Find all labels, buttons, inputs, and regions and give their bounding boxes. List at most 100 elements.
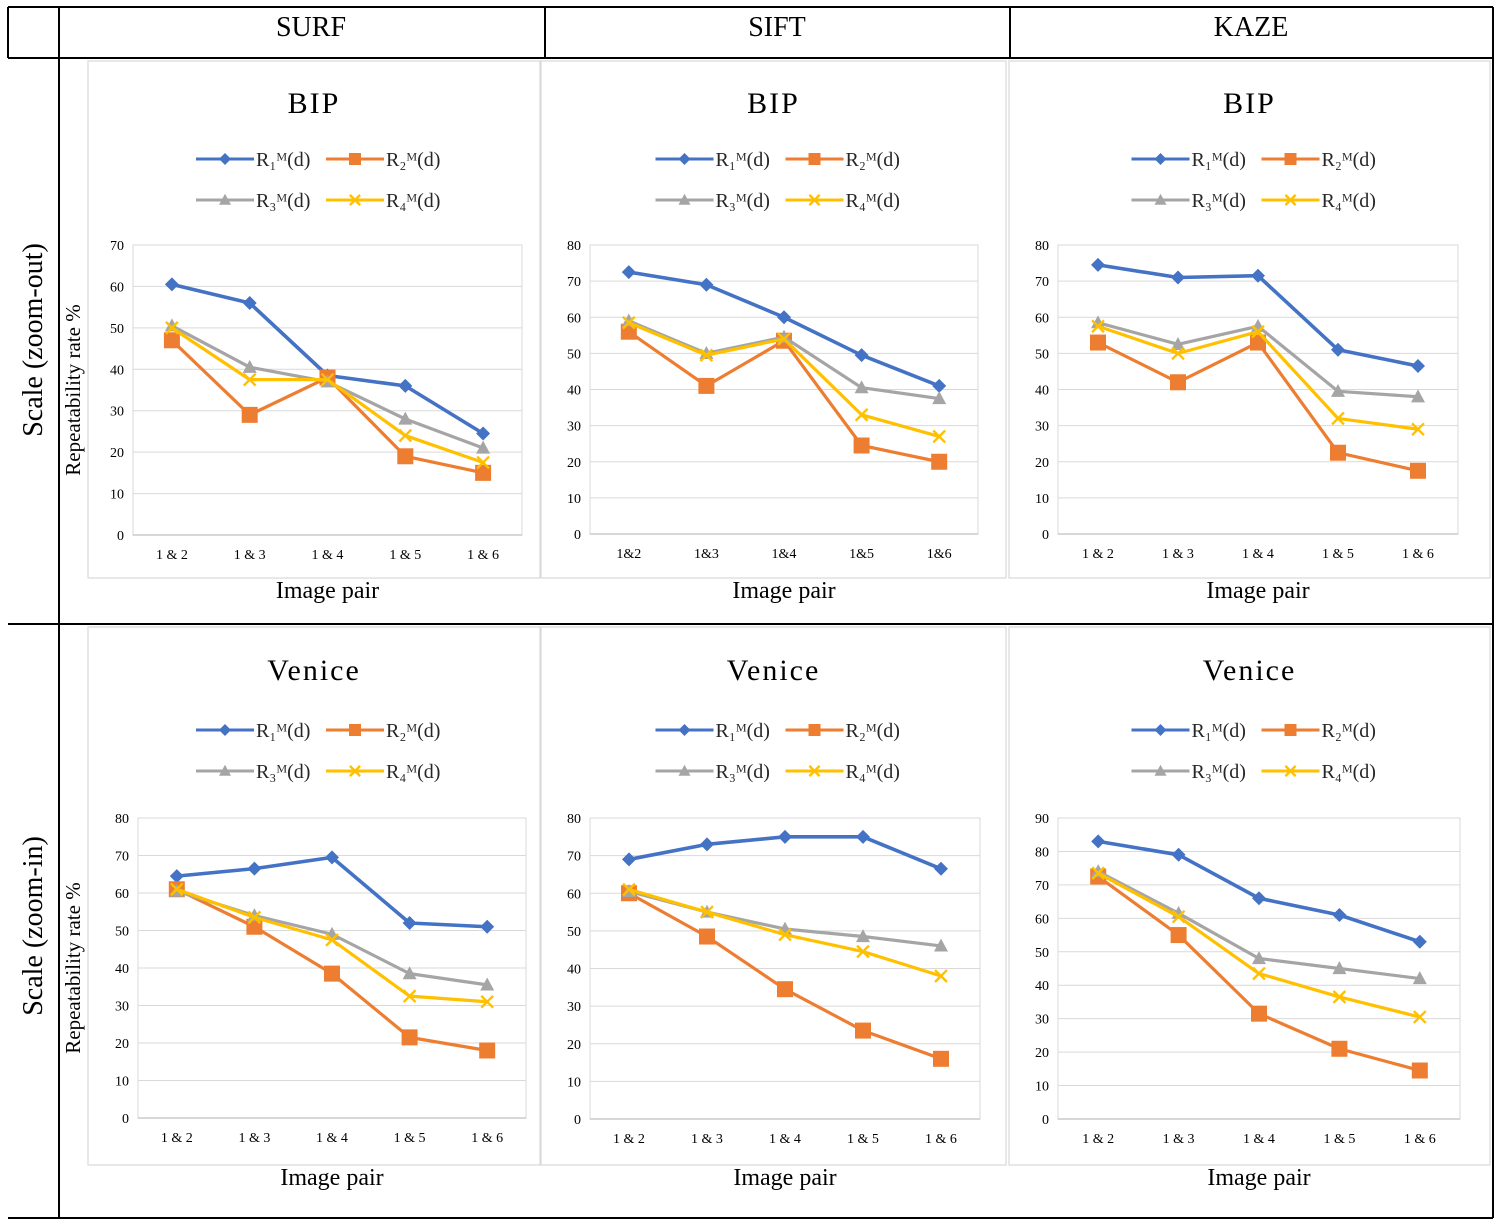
x-tick-label: 1 & 2 (613, 1132, 645, 1147)
x-tick-label: 1 & 5 (394, 1131, 426, 1146)
legend-marker (1284, 153, 1297, 165)
legend-marker (678, 193, 691, 205)
data-point (1171, 909, 1186, 924)
data-point (933, 1050, 949, 1067)
data-point (242, 372, 257, 387)
y-tick-label: 70 (567, 850, 581, 865)
chart-legend: R₁ᴹ(d) R₂ᴹ(d) R₃ᴹ(d) R₄ᴹ(d) (196, 149, 440, 212)
y-tick-label: 60 (1035, 311, 1049, 326)
data-point (777, 310, 791, 325)
data-point (402, 916, 417, 930)
x-tick-label: 1 & 6 (471, 1131, 503, 1146)
x-axis: 1 & 2 1 & 3 1 & 4 1 & 5 1 & 6 (1082, 547, 1434, 562)
data-point (164, 277, 179, 292)
series-1 (169, 850, 495, 934)
legend-item-2: R₂ᴹ(d) (1261, 720, 1376, 742)
x-tick-label: 1 & 5 (1322, 547, 1354, 562)
y-tick-label: 60 (110, 280, 124, 295)
y-tick-label: 80 (115, 812, 129, 827)
chart-legend: R₁ᴹ(d) R₂ᴹ(d) R₃ᴹ(d) R₄ᴹ(d) (655, 149, 900, 212)
data-point (622, 882, 636, 897)
data-point (324, 965, 340, 982)
legend-item-3: R₃ᴹ(d) (655, 761, 770, 783)
legend-label: R₄ᴹ(d) (1322, 190, 1376, 212)
x-tick-label: 1 & 5 (847, 1132, 879, 1147)
data-point (1412, 934, 1427, 949)
y-axis: 0 10 20 30 40 50 60 70 (110, 239, 522, 544)
legend-label: R₃ᴹ(d) (716, 190, 770, 212)
y-tick-label: 90 (1035, 812, 1049, 827)
y-tick-label: 70 (110, 239, 124, 254)
legend-item-2: R₂ᴹ(d) (785, 149, 900, 171)
data-point (169, 869, 184, 884)
data-point (479, 1042, 496, 1059)
data-point (1252, 951, 1266, 965)
column-header-surf: SURF (276, 12, 346, 43)
x-axis-title: Image pair (280, 1165, 383, 1191)
legend-marker (678, 153, 691, 165)
data-point (932, 378, 947, 393)
legend-item-3: R₃ᴹ(d) (196, 190, 310, 212)
row-label-zoom-out: Scale (zoom-out) (18, 243, 49, 437)
legend-marker (349, 153, 361, 165)
y-tick-label: 20 (115, 1037, 129, 1052)
legend-marker (808, 194, 821, 206)
data-point (242, 359, 257, 373)
data-point (777, 981, 793, 998)
data-point (480, 919, 495, 934)
data-point (856, 944, 870, 959)
data-point (247, 910, 262, 925)
legend-label: R₃ᴹ(d) (1192, 190, 1246, 212)
y-tick-label: 70 (1035, 275, 1049, 290)
legend-label: R₁ᴹ(d) (256, 149, 310, 171)
legend-label: R₄ᴹ(d) (846, 190, 900, 212)
y-tick-label: 70 (115, 850, 129, 865)
data-point (1251, 268, 1265, 283)
x-axis-title: Image pair (732, 578, 835, 604)
data-point (320, 372, 335, 387)
data-point (1251, 1005, 1267, 1022)
legend-label: R₄ᴹ(d) (386, 190, 440, 212)
x-tick-label: 1 & 3 (234, 548, 266, 563)
legend-marker (219, 764, 231, 776)
data-point (856, 929, 870, 943)
legend-item-1: R₁ᴹ(d) (196, 720, 310, 742)
series-1 (1091, 834, 1427, 949)
data-point (1250, 334, 1266, 351)
y-tick-label: 40 (1035, 979, 1049, 994)
data-point (170, 882, 184, 897)
data-point (934, 969, 948, 983)
y-tick-label: 30 (1035, 420, 1049, 435)
legend-item-4: R₄ᴹ(d) (785, 190, 900, 212)
legend-item-4: R₄ᴹ(d) (785, 761, 900, 783)
data-point (247, 861, 262, 876)
legend-item-1: R₁ᴹ(d) (196, 149, 310, 171)
legend-label: R₂ᴹ(d) (386, 149, 440, 171)
x-tick-label: 1 & 6 (1404, 1132, 1436, 1147)
data-point (1330, 444, 1346, 461)
y-tick-label: 0 (1042, 1113, 1049, 1128)
series-4 (1091, 319, 1425, 437)
series-2 (1090, 334, 1426, 479)
y-tick-label: 10 (1035, 1080, 1049, 1095)
data-point (398, 428, 413, 443)
data-point (778, 927, 792, 942)
y-tick-label: 40 (110, 363, 124, 378)
x-tick-label: 1 & 2 (156, 548, 188, 563)
x-tick-label: 1 & 2 (1082, 1132, 1114, 1147)
chart-frame (540, 626, 1007, 1166)
data-point (165, 321, 179, 335)
data-point (1331, 342, 1345, 357)
data-point (1091, 257, 1105, 272)
legend-marker (808, 765, 821, 777)
legend-label: R₂ᴹ(d) (1322, 149, 1376, 171)
legend-label: R₂ᴹ(d) (846, 720, 900, 742)
data-point (475, 464, 492, 481)
legend-marker (1284, 765, 1297, 777)
data-point (856, 829, 870, 844)
legend-label: R₃ᴹ(d) (716, 761, 770, 783)
legend-label: R₂ᴹ(d) (1322, 720, 1376, 742)
x-tick-label: 1&5 (849, 547, 874, 562)
legend-label: R₃ᴹ(d) (256, 761, 310, 783)
